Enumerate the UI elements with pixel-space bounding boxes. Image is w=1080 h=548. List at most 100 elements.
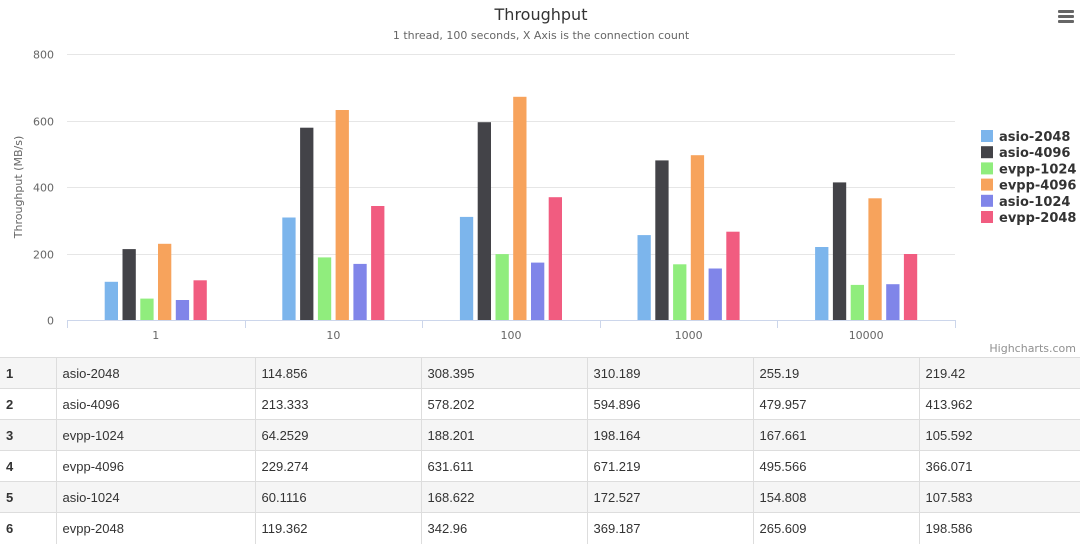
chart-subtitle: 1 thread, 100 seconds, X Axis is the con…	[393, 29, 690, 42]
row-index: 1	[0, 357, 57, 389]
data-table: 1 asio-2048 114.856 308.395 310.189 255.19 219…	[0, 357, 1080, 544]
value-cell: 219.42	[919, 357, 1080, 389]
bar-asio-2048-1000[interactable]	[637, 235, 651, 320]
value-cell: 594.896	[587, 388, 754, 420]
legend-item-asio-2048[interactable]: asio-2048	[981, 130, 1070, 145]
table-row: 3 evpp-1024 64.2529 188.201 198.164 167.661 10…	[0, 419, 1080, 451]
x-tick-label: 10000	[849, 329, 884, 342]
table-row: 6 evpp-2048 119.362 342.96 369.187 265.609 198…	[0, 512, 1080, 544]
value-cell: 255.19	[753, 357, 920, 389]
legend-item-asio-4096[interactable]: asio-4096	[981, 146, 1070, 161]
bar-asio-1024-10[interactable]	[353, 263, 367, 320]
series-name-cell: asio-1024	[56, 481, 256, 513]
value-cell: 188.201	[421, 419, 588, 451]
legend-item-evpp-2048[interactable]: evpp-2048	[981, 211, 1076, 226]
value-cell: 213.333	[255, 388, 422, 420]
legend-swatch	[981, 178, 993, 191]
bar-evpp-2048-1000[interactable]	[726, 231, 740, 320]
chart-title: Throughput	[494, 5, 588, 24]
value-cell: 265.609	[753, 512, 920, 544]
series-name-cell: evpp-1024	[56, 419, 256, 451]
bar-asio-2048-10[interactable]	[282, 217, 296, 321]
bar-evpp-4096-1[interactable]	[158, 243, 172, 320]
bar-evpp-2048-100[interactable]	[548, 197, 562, 320]
value-cell: 631.611	[421, 450, 588, 482]
y-tick-label: 800	[33, 49, 54, 62]
bar-evpp-1024-100[interactable]	[495, 254, 509, 320]
bar-asio-4096-10000[interactable]	[832, 182, 847, 320]
bar-evpp-4096-100[interactable]	[513, 96, 527, 320]
value-cell: 168.622	[421, 481, 588, 513]
series-name-cell: evpp-4096	[56, 450, 256, 482]
value-cell: 114.856	[255, 357, 422, 389]
table-row: 4 evpp-4096 229.274 631.611 671.219 495.566 36…	[0, 450, 1080, 482]
bar-asio-4096-1000[interactable]	[655, 160, 669, 320]
legend-swatch	[981, 211, 993, 223]
value-cell: 671.219	[587, 450, 754, 482]
value-cell: 64.2529	[255, 419, 422, 451]
x-tick-label: 1	[152, 329, 159, 342]
value-cell: 310.189	[587, 357, 754, 389]
bar-asio-1024-1000[interactable]	[708, 268, 722, 321]
bar-asio-4096-10[interactable]	[300, 127, 314, 320]
bar-asio-4096-1[interactable]	[122, 249, 136, 320]
legend-swatch	[981, 162, 993, 175]
value-cell: 60.1116	[255, 481, 422, 513]
legend-item-evpp-1024[interactable]: evpp-1024	[981, 162, 1076, 177]
legend-label: asio-2048	[999, 130, 1070, 145]
bar-evpp-4096-10[interactable]	[335, 110, 349, 320]
bar-evpp-4096-10000[interactable]	[868, 198, 882, 320]
value-cell: 119.362	[255, 512, 422, 544]
y-tick-label: 400	[33, 182, 54, 195]
table-row: 2 asio-4096 213.333 578.202 594.896 479.957 41…	[0, 388, 1080, 420]
legend-item-asio-1024[interactable]: asio-1024	[981, 194, 1070, 210]
x-tick-label: 1000	[675, 329, 703, 342]
x-tick-label: 100	[501, 329, 522, 342]
bar-asio-1024-100[interactable]	[531, 262, 545, 320]
value-cell: 369.187	[587, 512, 754, 544]
y-tick-label: 200	[33, 249, 54, 262]
bar-evpp-1024-10[interactable]	[317, 257, 332, 320]
value-cell: 495.566	[753, 450, 920, 482]
bar-asio-4096-100[interactable]	[477, 122, 491, 320]
row-index: 5	[0, 481, 57, 513]
throughput-chart: Throughput 1 thread, 100 seconds, X Axis…	[12, 5, 1076, 355]
value-cell: 229.274	[255, 450, 422, 482]
y-axis-title: Throughput (MB/s)	[12, 136, 25, 239]
bar-evpp-4096-1000[interactable]	[690, 155, 705, 320]
bar-asio-2048-10000[interactable]	[815, 247, 829, 320]
bar-evpp-2048-1[interactable]	[193, 280, 207, 320]
value-cell: 172.527	[587, 481, 754, 513]
bar-asio-2048-1[interactable]	[104, 281, 118, 320]
legend-swatch	[981, 194, 993, 207]
bar-evpp-1024-1[interactable]	[140, 298, 154, 320]
legend-item-evpp-4096[interactable]: evpp-4096	[981, 178, 1076, 194]
y-axis-ticks: 0 200 400 600 800	[33, 49, 54, 328]
bar-asio-2048-100[interactable]	[459, 216, 474, 320]
bar-evpp-1024-1000[interactable]	[673, 264, 687, 320]
row-index: 2	[0, 388, 57, 420]
value-cell: 479.957	[753, 388, 920, 420]
row-index: 6	[0, 512, 57, 544]
legend-label: asio-4096	[999, 146, 1070, 161]
legend-label: evpp-1024	[999, 162, 1076, 177]
y-tick-label: 600	[33, 116, 54, 129]
bars	[104, 96, 918, 321]
value-cell: 366.071	[919, 450, 1080, 482]
bar-evpp-1024-10000[interactable]	[850, 284, 864, 320]
legend-swatch	[981, 130, 993, 142]
bar-evpp-2048-10000[interactable]	[903, 254, 918, 320]
series-name-cell: asio-4096	[56, 388, 256, 420]
grid-lines	[67, 54, 955, 255]
highcharts-credits[interactable]: Highcharts.com	[989, 342, 1076, 355]
x-tick-label: 10	[326, 329, 340, 342]
bar-evpp-2048-10[interactable]	[371, 206, 385, 320]
legend-swatch	[981, 146, 993, 159]
hamburger-menu-icon[interactable]	[1058, 10, 1074, 23]
value-cell: 107.583	[919, 481, 1080, 513]
series-name-cell: evpp-2048	[56, 512, 256, 544]
bar-asio-1024-10000[interactable]	[886, 284, 900, 320]
row-index: 3	[0, 419, 57, 451]
bar-asio-1024-1[interactable]	[175, 300, 190, 320]
